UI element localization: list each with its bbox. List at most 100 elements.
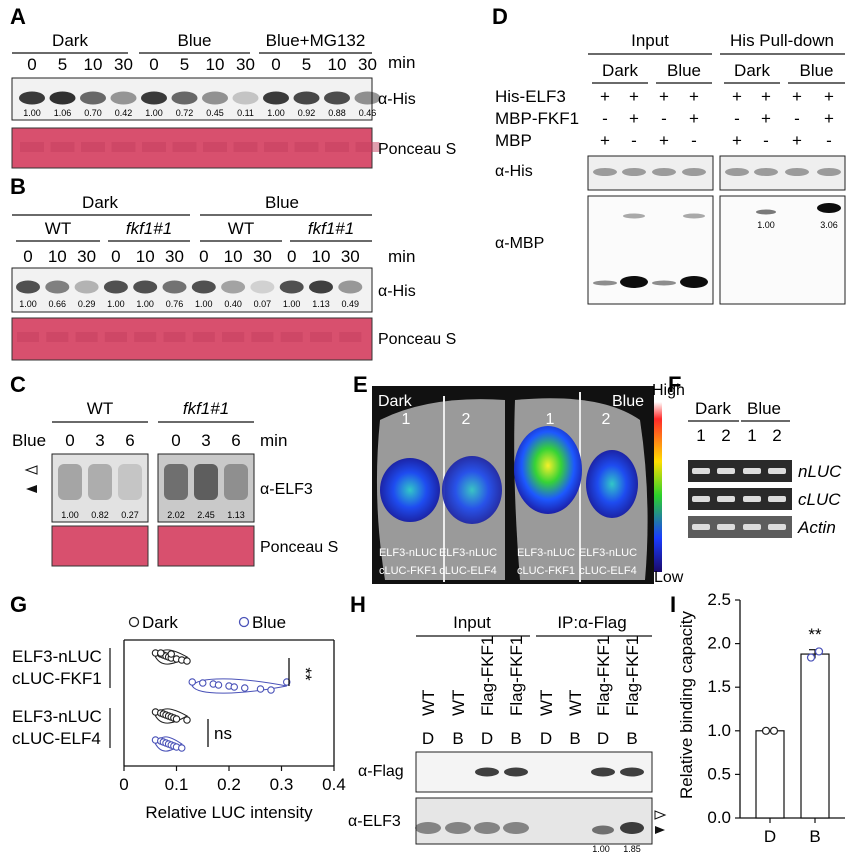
spot-label: ELF3-nLUC xyxy=(379,547,437,559)
ponceau-band xyxy=(222,332,245,342)
genotype-label: WT xyxy=(87,399,113,418)
panel-h: H Input IP:α-Flag WT WT Flag-FKF1 Flag-FKF1 W… xyxy=(348,592,667,854)
time-label: 5 xyxy=(58,55,67,74)
panel-letter: H xyxy=(350,592,366,617)
panel-g: G Dark Blue ELF3-nLUC cLUC-FKF1 ELF3-nLUC c… xyxy=(10,592,346,822)
data-point xyxy=(167,650,176,658)
reagent-mark: + xyxy=(792,87,802,106)
pcr-band xyxy=(717,524,735,530)
data-point xyxy=(178,744,186,752)
protein-band xyxy=(141,91,167,105)
protein-band xyxy=(80,91,106,105)
ponceau-band xyxy=(81,142,105,152)
his-band xyxy=(682,168,706,176)
gel-strip xyxy=(688,460,792,482)
ponceau-band xyxy=(294,142,319,152)
panel-letter: G xyxy=(10,592,27,617)
condition-headers: Dark Blue Dark Blue xyxy=(592,61,845,84)
blot-label: α-Flag xyxy=(358,763,404,780)
protein-band xyxy=(49,91,76,105)
blot-label: α-His xyxy=(495,163,533,180)
protein-band xyxy=(309,280,333,294)
protein-band xyxy=(191,280,216,294)
quantification-values: 1.00 0.66 0.29 1.00 1.00 0.76 1.00 0.40 0.07 1.00… xyxy=(19,299,359,309)
pcr-band xyxy=(768,524,786,530)
time-label: 5 xyxy=(180,55,189,74)
genotype-label: fkf1#1 xyxy=(183,399,229,418)
quant-value: 1.00 xyxy=(19,299,37,309)
blot-label: α-ELF3 xyxy=(348,813,401,830)
condition-headers: Dark Blue xyxy=(12,193,372,216)
protein-band xyxy=(232,91,259,105)
y-axis-label: Relative binding capacity xyxy=(677,610,696,799)
condition-label: Dark xyxy=(82,193,118,212)
legend-marker-dark xyxy=(128,616,140,628)
protein-band xyxy=(324,91,350,105)
condition-label: D xyxy=(481,729,493,748)
spot-number: 2 xyxy=(602,411,611,428)
his-band xyxy=(754,168,778,176)
protein-band xyxy=(221,280,246,294)
quant-value: 0.40 xyxy=(224,299,242,309)
pcr-band xyxy=(743,468,761,474)
condition-label: Blue xyxy=(265,193,299,212)
flag-band xyxy=(475,767,499,777)
protein-band xyxy=(250,280,275,294)
section-label: His Pull-down xyxy=(730,31,834,50)
unit-label: min xyxy=(260,431,287,450)
luc-spot xyxy=(514,426,582,514)
protein-band xyxy=(110,91,137,105)
unit-label: min xyxy=(388,247,415,266)
time-label: 0 xyxy=(149,55,158,74)
section-label: Input xyxy=(453,613,491,632)
reagent-mark: + xyxy=(761,87,771,106)
quant-value: 0.72 xyxy=(176,108,194,118)
group-label: ELF3-nLUC xyxy=(12,707,102,726)
group-headers: Dark Blue Blue+MG132 xyxy=(12,31,372,54)
protein-band xyxy=(103,280,128,294)
spot-label: cLUC-FKF1 xyxy=(379,565,437,577)
panel-c: C WT fkf1#1 Blue 0 3 6 0 3 6 min 1.00 0.82 0.27 2… xyxy=(10,372,338,567)
luc-spot xyxy=(380,458,440,522)
x-tick-label: 0.1 xyxy=(165,775,189,794)
reagent-mark: + xyxy=(824,87,834,106)
color-scale-bar xyxy=(654,402,662,572)
quant-value: 0.27 xyxy=(121,510,139,520)
quant-value: 1.00 xyxy=(267,108,285,118)
quant-value: 1.85 xyxy=(623,844,641,854)
significance-label: ** xyxy=(296,667,315,681)
ponceau-band xyxy=(17,332,39,342)
western-bands xyxy=(415,767,644,835)
pcr-band xyxy=(692,468,710,474)
ponceau-band xyxy=(111,142,136,152)
time-label: 10 xyxy=(206,55,225,74)
quant-value: 0.45 xyxy=(206,108,224,118)
ponceau-band xyxy=(251,332,274,342)
data-point xyxy=(188,678,197,686)
quant-value: 1.00 xyxy=(61,510,79,520)
lane-label: WT xyxy=(419,690,438,716)
blot-label: α-ELF3 xyxy=(260,481,313,498)
data-point xyxy=(172,715,181,723)
panel-letter: E xyxy=(353,372,368,397)
ponceau-band xyxy=(104,332,127,342)
quant-value: 2.02 xyxy=(167,510,185,520)
data-point xyxy=(769,726,779,735)
condition-label: Blue xyxy=(667,61,701,80)
condition-label: Dark xyxy=(734,61,770,80)
time-label: 30 xyxy=(236,55,255,74)
time-label: 0 xyxy=(271,55,280,74)
time-label: 10 xyxy=(84,55,103,74)
ponceau-band xyxy=(203,142,227,152)
quant-value: 0.88 xyxy=(328,108,346,118)
reagent-mark: + xyxy=(629,87,639,106)
lane-label: 2 xyxy=(772,426,781,445)
time-labels: 0 10 30 0 10 30 0 10 30 0 10 30 xyxy=(23,247,359,266)
reagent-mark: + xyxy=(659,87,669,106)
data-point xyxy=(183,716,191,724)
time-label: 0 xyxy=(23,247,32,266)
x-ticks: 0 0.1 0.2 0.3 0.4 xyxy=(119,766,346,794)
group-label: Blue+MG132 xyxy=(266,31,366,50)
quant-value: 0.92 xyxy=(298,108,316,118)
